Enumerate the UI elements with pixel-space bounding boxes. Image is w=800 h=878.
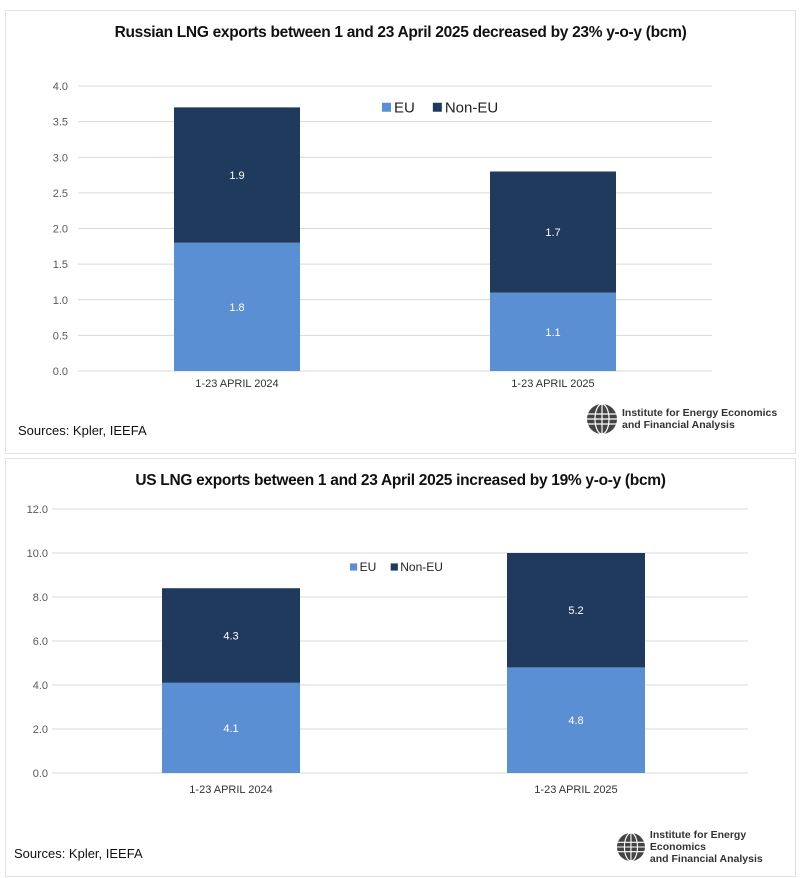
data-label: 5.2: [568, 605, 583, 617]
bar-non-eu: [507, 553, 645, 668]
y-tick-label: 0.0: [53, 366, 68, 378]
chart-title: Russian LNG exports between 1 and 23 Apr…: [114, 24, 687, 41]
y-tick-label: 2.5: [53, 188, 68, 200]
y-tick-label: 6.0: [33, 636, 48, 648]
globe-icon: [587, 403, 617, 435]
source-note: Sources: Kpler, IEEFA: [14, 846, 143, 861]
bar-eu: [490, 292, 616, 371]
legend-swatch: [432, 102, 442, 112]
legend-label: Non-EU: [445, 100, 498, 117]
x-tick-label: 1-23 APRIL 2025: [511, 378, 594, 390]
ieefa-logo: Institute for Energy Economics and Financ…: [586, 403, 777, 435]
data-label: 1.8: [229, 302, 244, 314]
y-tick-label: 3.0: [53, 152, 68, 164]
y-tick-label: 0.5: [53, 330, 68, 342]
data-label: 1.9: [229, 170, 244, 182]
x-tick-label: 1-23 APRIL 2024: [195, 378, 278, 390]
data-label: 4.1: [223, 723, 238, 735]
bar-non-eu: [490, 171, 616, 293]
bar-eu: [162, 682, 300, 773]
logo-line2: and Financial Analysis: [649, 853, 763, 865]
globe-icon: [616, 832, 645, 862]
y-tick-label: 2.0: [53, 224, 68, 236]
logo-line1: Institute for Energy Economics: [649, 829, 747, 853]
y-tick-label: 1.5: [53, 259, 68, 271]
source-note: Sources: Kpler, IEEFA: [18, 423, 147, 438]
y-tick-label: 1.0: [53, 295, 68, 307]
legend-label: EU: [394, 100, 415, 117]
y-tick-label: 0.0: [33, 768, 48, 780]
chart-panel-russia: Russian LNG exports between 1 and 23 Apr…: [5, 10, 796, 454]
bar-eu: [507, 667, 645, 773]
logo-line1: Institute for Energy Economics: [622, 407, 778, 419]
chart-panel-us: US LNG exports between 1 and 23 April 20…: [5, 458, 796, 877]
legend-swatch: [350, 563, 358, 571]
data-label: 1.7: [545, 227, 560, 239]
logo-line2: and Financial Analysis: [622, 419, 735, 431]
bar-non-eu: [174, 107, 300, 243]
legend-swatch: [390, 563, 398, 571]
ieefa-logo: Institute for Energy Economics and Financ…: [616, 829, 795, 865]
bar-non-eu: [162, 588, 300, 683]
y-tick-label: 8.0: [33, 592, 48, 604]
x-tick-label: 1-23 APRIL 2024: [189, 784, 272, 796]
data-label: 4.8: [568, 715, 583, 727]
y-tick-label: 12.0: [27, 504, 48, 516]
y-tick-label: 2.0: [33, 724, 48, 736]
legend-swatch: [382, 102, 391, 112]
y-tick-label: 4.0: [53, 81, 68, 93]
y-tick-label: 10.0: [27, 548, 48, 560]
chart-title: US LNG exports between 1 and 23 April 20…: [135, 472, 666, 489]
x-tick-label: 1-23 APRIL 2025: [534, 784, 617, 796]
legend-label: Non-EU: [400, 560, 443, 574]
bar-eu: [174, 242, 300, 371]
data-label: 4.3: [223, 631, 238, 643]
legend-label: EU: [360, 560, 377, 574]
y-tick-label: 3.5: [53, 117, 68, 129]
data-label: 1.1: [545, 327, 560, 339]
y-tick-label: 4.0: [33, 680, 48, 692]
